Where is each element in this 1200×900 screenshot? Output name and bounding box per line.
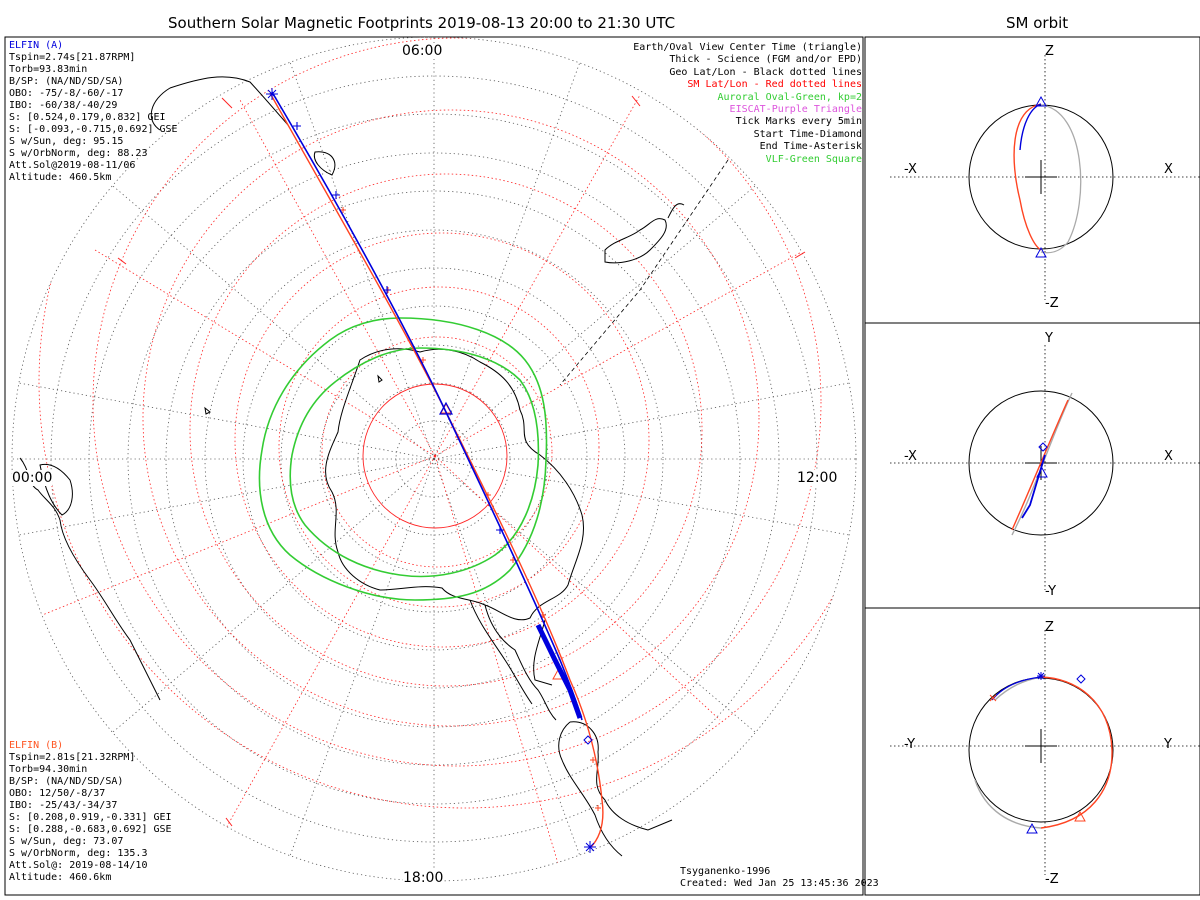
- credit-model: Tsyganenko-1996: [680, 866, 771, 877]
- elfin-a-line: Att.Sol@2019-08-11/06: [9, 160, 136, 171]
- elfin-a-name: ELFIN (A): [9, 40, 64, 51]
- elfin-b-line: B/SP: (NA/ND/SD/SA): [9, 776, 124, 787]
- sm-edge-ticks: [117, 95, 806, 827]
- elfin-a-line: IBO: -60/38/-40/29: [9, 100, 118, 111]
- orbit-2-down-label: -Y: [1045, 584, 1057, 599]
- coastlines: [19, 76, 685, 857]
- legend: Earth/Oval View Center Time (triangle) T…: [633, 42, 862, 166]
- legend-item: Earth/Oval View Center Time (triangle): [633, 42, 862, 53]
- legend-item: Thick - Science (FGM and/or EPD): [669, 54, 862, 66]
- orbit-1-down-label: -Z: [1045, 296, 1059, 311]
- orbit-panel-xy: [890, 345, 1200, 590]
- hour-label-right: 12:00: [797, 470, 838, 486]
- orbit-3-down-label: -Z: [1045, 872, 1059, 887]
- orbit-1-left-label: -X: [904, 162, 917, 177]
- elfin-b-line: S w/OrbNorm, deg: 135.3: [9, 848, 148, 859]
- orbit-2-left-label: -X: [904, 449, 917, 464]
- orbit-2-right-label: X: [1164, 449, 1173, 464]
- elfin-a-line: S: [-0.093,-0.715,0.692] GSE: [9, 124, 178, 135]
- orbit-1-up-label: Z: [1045, 44, 1054, 59]
- orbit-2-up-label: Y: [1045, 331, 1053, 346]
- credit: Tsyganenko-1996 Created: Wed Jan 25 13:4…: [680, 866, 879, 890]
- legend-item: Start Time-Diamond: [753, 128, 862, 140]
- terminator-line: [559, 159, 729, 386]
- sm-lat-circles: [38, 37, 856, 809]
- legend-item: Auroral Oval-Green, kp=2: [717, 91, 863, 103]
- elfin-a-line: S w/OrbNorm, deg: 88.23: [9, 148, 148, 159]
- elfin-b-line: Att.Sol@: 2019-08-14/10: [9, 860, 148, 871]
- map-frame: [4, 36, 864, 896]
- elfin-a-line: OBO: -75/-8/-60/-17: [9, 88, 124, 99]
- orbit-1-right-label: X: [1164, 162, 1173, 177]
- elfin-a-line: Altitude: 460.5km: [9, 172, 112, 183]
- elfin-b-line: Tspin=2.81s[21.32RPM]: [9, 752, 136, 763]
- geo-lon-lines: [12, 37, 856, 881]
- elfin-b-line: Altitude: 460.6km: [9, 872, 112, 883]
- elfin-b-line: S: [0.208,0.919,-0.331] GEI: [9, 812, 172, 823]
- legend-item: EISCAT-Purple Triangle: [729, 104, 862, 116]
- legend-item: VLF-Green Square: [765, 153, 862, 165]
- elfin-a-track: [266, 88, 596, 853]
- hour-label-bottom: 18:00: [403, 870, 444, 886]
- elfin-b-info: ELFIN (B) Tspin=2.81s[21.32RPM] Torb=94.…: [9, 740, 172, 884]
- elfin-a-line: Torb=93.83min: [9, 64, 88, 75]
- elfin-a-line: S: [0.524,0.179,0.832] GEI: [9, 112, 166, 123]
- legend-item: Geo Lat/Lon - Black dotted lines: [669, 66, 862, 78]
- elfin-a-line: S w/Sun, deg: 95.15: [9, 136, 124, 147]
- orbit-frame: [864, 36, 1200, 896]
- orbit-panel-yz: [890, 630, 1200, 875]
- orbit-title: SM orbit: [1006, 14, 1069, 32]
- hour-label-left: 00:00: [12, 470, 53, 486]
- page-title: Southern Solar Magnetic Footprints 2019-…: [168, 14, 676, 32]
- legend-item: Tick Marks every 5min: [735, 116, 862, 128]
- elfin-b-track: [269, 92, 604, 849]
- orbit-panel-xz: [890, 55, 1200, 300]
- orbit-3-left-label: -Y: [904, 737, 916, 752]
- elfin-a-info: ELFIN (A) Tspin=2.74s[21.87RPM] Torb=93.…: [9, 40, 178, 184]
- credit-created: Created: Wed Jan 25 13:45:36 2023: [680, 878, 879, 889]
- orbit-3-right-label: Y: [1164, 737, 1172, 752]
- legend-item: End Time-Asterisk: [759, 141, 862, 153]
- hour-label-top: 06:00: [402, 43, 443, 59]
- auroral-oval: [258, 317, 548, 601]
- elfin-a-line: B/SP: (NA/ND/SD/SA): [9, 76, 124, 87]
- legend-item: SM Lat/Lon - Red dotted lines: [687, 79, 862, 91]
- elfin-b-line: S w/Sun, deg: 73.07: [9, 836, 124, 847]
- elfin-a-line: Tspin=2.74s[21.87RPM]: [9, 52, 136, 63]
- elfin-b-line: OBO: 12/50/-8/37: [9, 788, 106, 799]
- sm-lon-lines: [29, 94, 806, 871]
- elfin-b-line: IBO: -25/43/-34/37: [9, 800, 118, 811]
- elfin-b-name: ELFIN (B): [9, 740, 64, 751]
- elfin-b-line: S: [0.288,-0.683,0.692] GSE: [9, 824, 172, 835]
- elfin-b-line: Torb=94.30min: [9, 764, 88, 775]
- orbit-3-up-label: Z: [1045, 620, 1054, 635]
